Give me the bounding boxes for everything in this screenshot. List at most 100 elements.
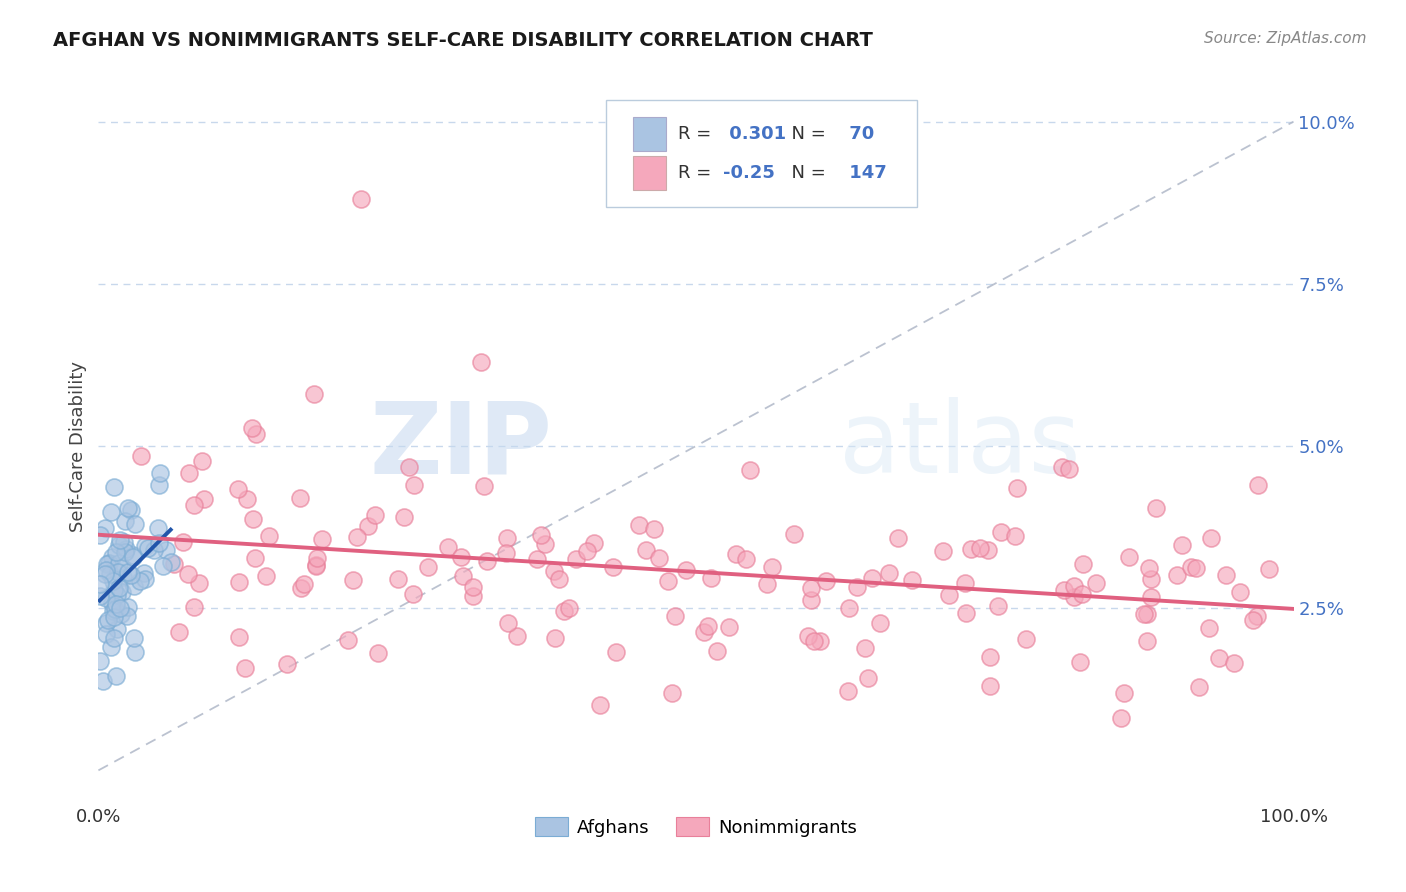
- Point: [152, 559, 174, 574]
- Point: [129, 449, 152, 463]
- Point: [979, 679, 1001, 693]
- Point: [136, 541, 159, 556]
- Point: [451, 569, 474, 583]
- Point: [1144, 500, 1167, 515]
- Point: [803, 634, 825, 648]
- Point: [276, 657, 298, 671]
- Point: [122, 548, 145, 562]
- Point: [797, 629, 820, 643]
- Point: [111, 560, 134, 574]
- Point: [740, 463, 762, 477]
- Point: [103, 631, 125, 645]
- Point: [696, 619, 718, 633]
- Point: [1246, 608, 1268, 623]
- Point: [134, 540, 156, 554]
- Point: [675, 563, 697, 577]
- Point: [122, 579, 145, 593]
- Point: [91, 673, 114, 688]
- Point: [107, 565, 129, 579]
- Point: [1136, 607, 1159, 621]
- Point: [977, 543, 1000, 558]
- Point: [953, 576, 976, 591]
- Point: [1084, 576, 1107, 591]
- Point: [148, 536, 170, 550]
- Point: [1208, 651, 1230, 665]
- Point: [636, 543, 658, 558]
- Point: [1070, 587, 1092, 601]
- Point: [661, 685, 683, 699]
- Point: [120, 567, 142, 582]
- Point: [475, 554, 498, 568]
- Point: [450, 549, 472, 564]
- Point: [236, 492, 259, 507]
- Point: [108, 556, 131, 570]
- Point: [472, 478, 495, 492]
- Point: [96, 627, 118, 641]
- Point: [575, 544, 598, 558]
- Point: [815, 574, 838, 588]
- Point: [243, 550, 266, 565]
- Point: [120, 503, 142, 517]
- Point: [146, 521, 169, 535]
- Text: 147: 147: [844, 164, 887, 182]
- Point: [346, 531, 368, 545]
- Point: [565, 552, 588, 566]
- Point: [869, 615, 891, 630]
- Point: [648, 550, 671, 565]
- Point: [89, 576, 111, 591]
- Point: [931, 544, 953, 558]
- Point: [1229, 585, 1251, 599]
- Point: [305, 558, 328, 573]
- Text: AFGHAN VS NONIMMIGRANTS SELF-CARE DISABILITY CORRELATION CHART: AFGHAN VS NONIMMIGRANTS SELF-CARE DISABI…: [53, 31, 873, 50]
- Point: [938, 588, 960, 602]
- Point: [756, 577, 779, 591]
- Point: [94, 566, 117, 581]
- Point: [1257, 562, 1279, 576]
- Point: [228, 575, 250, 590]
- Point: [657, 574, 679, 588]
- Point: [172, 534, 194, 549]
- Point: [990, 525, 1012, 540]
- Point: [101, 596, 124, 610]
- Point: [117, 565, 139, 579]
- Point: [257, 529, 280, 543]
- Point: [169, 624, 191, 639]
- Point: [1053, 582, 1076, 597]
- Point: [89, 528, 111, 542]
- Point: [159, 555, 181, 569]
- Point: [193, 492, 215, 507]
- Point: [94, 521, 117, 535]
- Point: [1140, 590, 1163, 604]
- Point: [103, 582, 125, 597]
- Point: [553, 604, 575, 618]
- Point: [583, 536, 606, 550]
- Point: [176, 567, 198, 582]
- Point: [860, 571, 883, 585]
- Point: [89, 654, 111, 668]
- Point: [1185, 561, 1208, 575]
- Point: [664, 609, 686, 624]
- Point: [1109, 711, 1132, 725]
- Point: [782, 527, 804, 541]
- Point: [1004, 529, 1026, 543]
- Point: [364, 508, 387, 523]
- Point: [155, 543, 177, 558]
- Text: R =: R =: [678, 164, 717, 182]
- Point: [544, 631, 567, 645]
- Point: [401, 587, 423, 601]
- Point: [228, 631, 250, 645]
- Point: [1180, 559, 1202, 574]
- Point: [302, 387, 325, 401]
- Point: [886, 532, 908, 546]
- Point: [838, 601, 860, 615]
- Point: [183, 600, 205, 615]
- Text: atlas: atlas: [839, 398, 1081, 494]
- Point: [530, 528, 553, 542]
- Point: [402, 478, 425, 492]
- Point: [110, 533, 132, 548]
- Point: [114, 514, 136, 528]
- Point: [104, 545, 127, 559]
- Point: [163, 558, 186, 572]
- Point: [1114, 686, 1136, 700]
- Point: [105, 588, 128, 602]
